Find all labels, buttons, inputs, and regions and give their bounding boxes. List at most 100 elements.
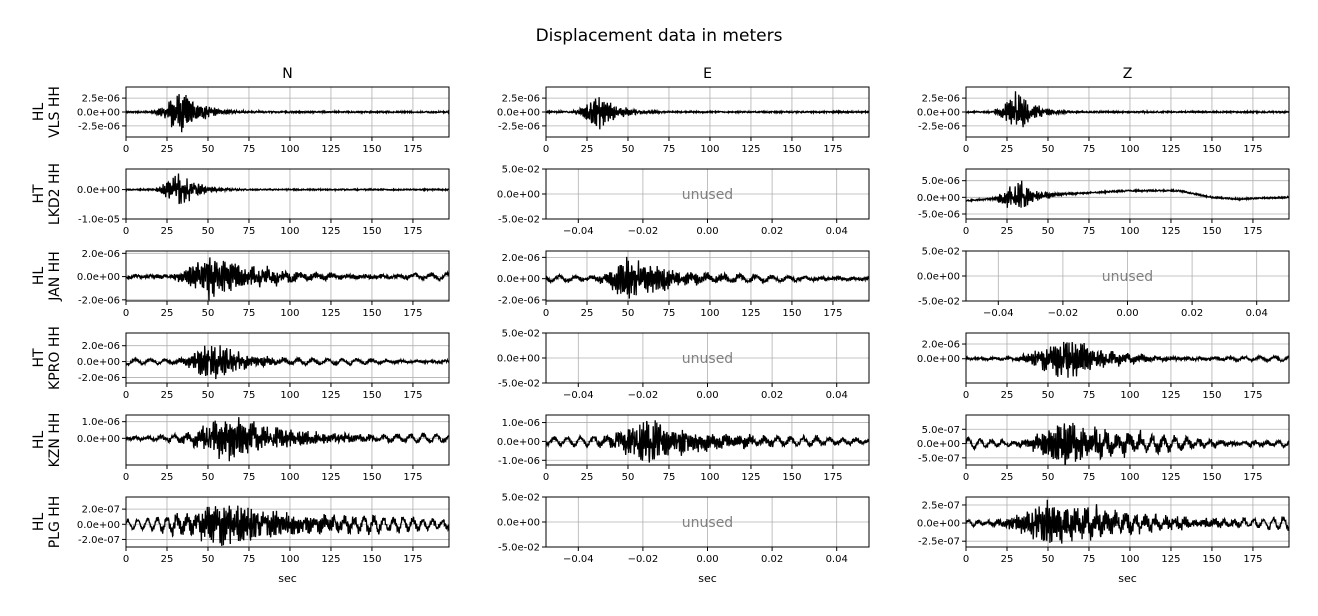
y-tick-label: -2.5e-06	[918, 121, 960, 132]
x-tick-label: 75	[1083, 554, 1096, 565]
panel-e-row-4: 0 25 50 75 100 125 150 175 -1.0e-06 0.0e+00 1.0e-0…	[497, 414, 870, 483]
x-tick-label: 150	[1202, 226, 1221, 237]
y-tick-label: 5.0e-02	[502, 493, 540, 504]
axes-frame	[545, 414, 870, 466]
axes-frame	[125, 250, 450, 302]
station-channel-label: KPRO HH	[47, 326, 63, 390]
x-tick-label: 150	[782, 472, 801, 483]
y-tick-label: -2.5e-06	[498, 121, 540, 132]
x-tick-label: 75	[243, 472, 256, 483]
x-tick-label: 150	[1202, 144, 1221, 155]
panel-z-row-1: 0 25 50 75 100 125 150 175 -5.0e-06 0.0e+00 5.0e-0…	[917, 168, 1290, 237]
x-tick-label: 100	[700, 308, 719, 319]
y-tick-label: -2.0e-07	[78, 535, 120, 546]
x-tick-label: 100	[280, 226, 299, 237]
x-tick-label: 125	[741, 308, 760, 319]
y-tick-label: 0.0e+00	[917, 193, 960, 204]
x-tick-label: 125	[321, 226, 340, 237]
y-tick-label: 0.0e+00	[497, 518, 540, 529]
x-tick-label: 125	[1161, 472, 1180, 483]
y-tick-label: 1.0e-06	[82, 417, 120, 428]
x-tick-label: 0.04	[826, 226, 848, 237]
x-tick-label: 25	[161, 554, 174, 565]
x-tick-label: 25	[1001, 554, 1014, 565]
x-tick-label: 25	[1001, 226, 1014, 237]
station-network-label: HT	[31, 184, 47, 204]
y-tick-label: 0.0e+00	[917, 108, 960, 119]
x-tick-label: 0.00	[696, 554, 718, 565]
axes-frame	[965, 332, 1290, 384]
y-tick-label: -5.0e-02	[498, 215, 540, 226]
station-channel-label: VLS HH	[47, 86, 63, 138]
x-tick-label: 175	[1243, 226, 1262, 237]
x-tick-label: 50	[202, 144, 215, 155]
x-tick-label: 175	[1243, 144, 1262, 155]
x-tick-label: 0	[543, 144, 549, 155]
station-label: HT KPRO HH	[31, 326, 63, 390]
panel-n-row-4: 0 25 50 75 100 125 150 175 0.0e+00 1.0e-06	[77, 414, 450, 483]
y-tick-label: 5.0e-02	[502, 329, 540, 340]
station-channel-label: LKD2 HH	[47, 163, 63, 225]
station-network-label: HL	[31, 103, 47, 122]
x-tick-label: −0.04	[563, 226, 594, 237]
waveform-trace	[126, 505, 449, 547]
x-tick-label: 50	[202, 390, 215, 401]
x-tick-label: 0	[963, 144, 969, 155]
x-tick-label: 100	[280, 390, 299, 401]
waveform-trace	[966, 91, 1289, 128]
y-tick-label: 0.0e+00	[917, 354, 960, 365]
waveform-trace	[966, 422, 1289, 465]
x-tick-label: 0	[123, 472, 129, 483]
panel-n-row-2: 0 25 50 75 100 125 150 175 -2.0e-06 0.0e+00 2.0e-0…	[77, 249, 450, 319]
axes-frame	[125, 332, 450, 384]
x-tick-label: 0.02	[1181, 308, 1203, 319]
unused-label: unused	[682, 187, 733, 203]
waveform-trace	[546, 256, 869, 299]
x-tick-label: 125	[1161, 390, 1180, 401]
x-tick-label: 125	[321, 144, 340, 155]
axes-frame	[545, 250, 870, 302]
waveform-trace	[126, 257, 449, 301]
y-tick-label: 0.0e+00	[497, 108, 540, 119]
y-tick-label: 0.0e+00	[77, 185, 120, 196]
panel-e-row-3: unused −0.04 −0.02 0.00 0.02 0.04 -5.0e-02 0.0e…	[497, 329, 870, 401]
axes-frame	[125, 168, 450, 220]
y-tick-label: 2.0e-06	[922, 340, 960, 351]
x-tick-label: −0.02	[628, 554, 659, 565]
y-tick-label: 0.0e+00	[77, 108, 120, 119]
panel-e-row-1: unused −0.04 −0.02 0.00 0.02 0.04 -5.0e-02 0.0e…	[497, 165, 870, 237]
y-tick-label: 5.0e-07	[922, 425, 960, 436]
x-tick-label: 100	[280, 308, 299, 319]
y-tick-label: -2.0e-06	[498, 295, 540, 306]
y-tick-label: 2.0e-06	[82, 341, 120, 352]
x-tick-label: 125	[321, 308, 340, 319]
station-label: HT LKD2 HH	[31, 163, 63, 225]
x-tick-label: 0.04	[826, 390, 848, 401]
y-tick-label: -5.0e-07	[918, 453, 960, 464]
y-tick-label: -5.0e-06	[918, 210, 960, 221]
y-tick-label: 0.0e+00	[497, 190, 540, 201]
waveform-trace	[126, 345, 449, 380]
y-tick-label: 0.0e+00	[917, 519, 960, 530]
waveform-trace	[966, 499, 1289, 544]
y-tick-label: 0.0e+00	[497, 354, 540, 365]
y-tick-label: -5.0e-02	[498, 379, 540, 390]
y-tick-label: 5.0e-06	[922, 176, 960, 187]
waveform-trace	[966, 180, 1289, 208]
x-tick-label: 125	[321, 554, 340, 565]
x-tick-label: 75	[243, 226, 256, 237]
station-network-label: HT	[31, 348, 47, 368]
x-tick-label: 50	[1042, 472, 1055, 483]
panel-z-row-5: 0 25 50 75 100 125 150 175 -2.5e-07 0.0e+00 2.5e-0…	[917, 496, 1290, 585]
y-tick-label: -2.0e-06	[78, 295, 120, 306]
x-tick-label: 0	[963, 390, 969, 401]
y-tick-label: 2.0e-07	[82, 505, 120, 516]
x-tick-label: 100	[1120, 390, 1139, 401]
panel-e-row-0: 0 25 50 75 100 125 150 175 -2.5e-06 0.0e+00 2.5e-0…	[497, 86, 870, 155]
x-tick-label: 50	[1042, 226, 1055, 237]
x-tick-label: 150	[362, 308, 381, 319]
x-tick-label: 150	[362, 472, 381, 483]
x-tick-label: 175	[403, 308, 422, 319]
x-tick-label: 150	[362, 554, 381, 565]
x-tick-label: 50	[622, 308, 635, 319]
